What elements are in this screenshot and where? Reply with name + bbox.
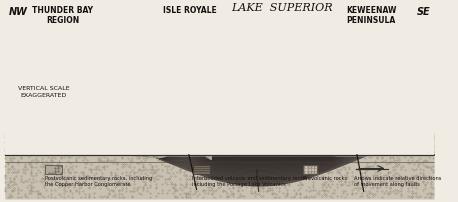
- Text: NW: NW: [8, 7, 27, 17]
- Bar: [44, 165, 62, 175]
- Text: Arrows indicate relative directions
of movement along faults: Arrows indicate relative directions of m…: [354, 177, 442, 187]
- Text: LAKE  SUPERIOR: LAKE SUPERIOR: [232, 3, 333, 13]
- Text: Interbedded volcanic and sedimentary rocks,
including the Portage Lake Volcanics: Interbedded volcanic and sedimentary roc…: [192, 177, 307, 187]
- Text: THUNDER BAY
REGION: THUNDER BAY REGION: [32, 6, 93, 25]
- Text: SE: SE: [417, 7, 431, 17]
- Text: ISLE ROYALE: ISLE ROYALE: [163, 6, 217, 15]
- Bar: [193, 165, 210, 175]
- Text: Postvolcanic sedimentary rocks, including
the Copper Harbor Conglomerate: Postvolcanic sedimentary rocks, includin…: [44, 177, 152, 187]
- Text: VERTICAL SCALE
EXAGGERATED: VERTICAL SCALE EXAGGERATED: [18, 86, 70, 98]
- Text: KEWEENAW
PENINSULA: KEWEENAW PENINSULA: [346, 6, 397, 25]
- Text: Prevolcanic rocks: Prevolcanic rocks: [302, 177, 347, 181]
- Bar: [304, 165, 317, 175]
